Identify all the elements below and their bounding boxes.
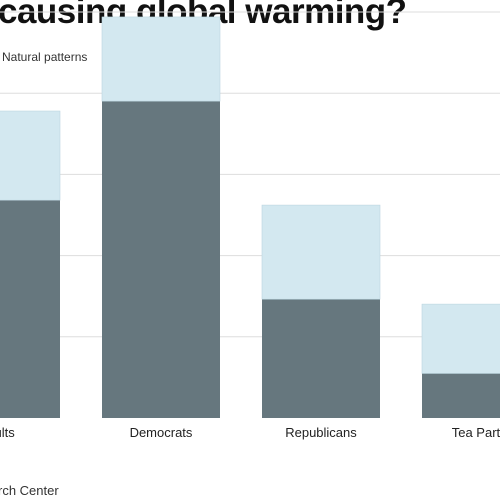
bar-natural-patterns [0, 110, 61, 201]
x-axis-labels: dults Democrats Republicans Tea Partie [0, 425, 500, 440]
legend-label-natural-patterns: Natural patterns [2, 50, 88, 64]
bar-human-activity [422, 373, 500, 418]
bar-natural-patterns [421, 303, 500, 374]
bars [0, 16, 500, 418]
x-tick-label: Tea Partie [452, 425, 500, 440]
bar-natural-patterns [261, 204, 381, 300]
x-tick-label: Democrats [130, 425, 193, 440]
bar-natural-patterns [101, 16, 221, 102]
x-tick-label: Republicans [285, 425, 357, 440]
bar-human-activity [102, 101, 220, 418]
gridlines [0, 11, 500, 338]
bar-human-activity [262, 299, 380, 418]
bar-human-activity [0, 200, 60, 418]
x-tick-label: dults [0, 425, 15, 440]
source-note: rch Center [0, 483, 59, 498]
